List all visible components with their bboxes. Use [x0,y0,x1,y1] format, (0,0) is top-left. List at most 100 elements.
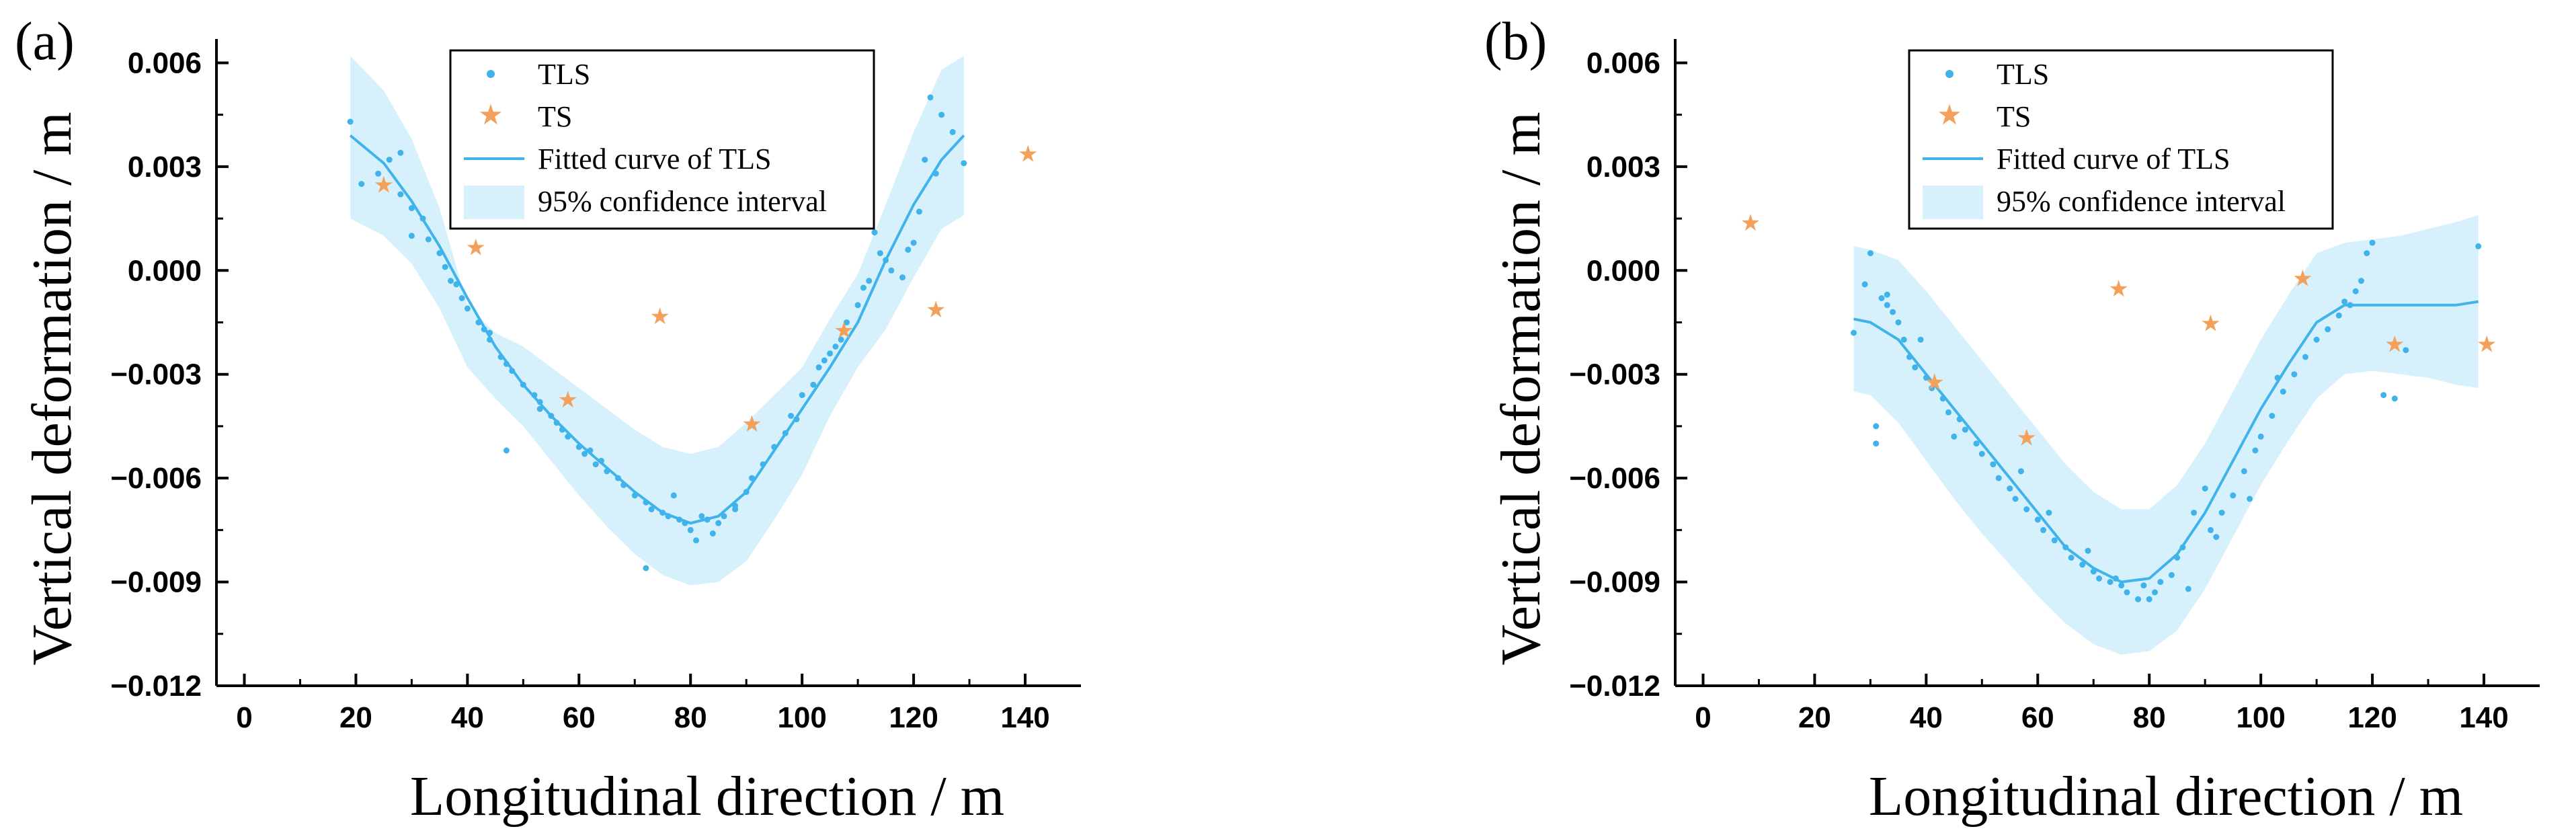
tls-point [2347,302,2353,309]
tls-point [2335,312,2342,319]
x-tick-label: 60 [563,701,596,734]
legend-fit-label: Fitted curve of TLS [538,143,771,175]
tls-point [2023,506,2030,512]
tls-point [497,354,504,360]
tls-point [565,433,571,440]
tls-point [1912,364,1919,370]
ts-point: ★ [2292,266,2312,292]
tls-point [481,326,487,333]
tls-point [749,475,755,481]
x-tick-label: 20 [339,701,372,734]
tls-point [2062,544,2069,551]
tls-point [927,94,934,101]
legend-ci-swatch [464,186,524,219]
tls-point [2140,582,2147,589]
tls-point [1867,250,1874,257]
tls-point [732,502,739,509]
tls-point [949,128,956,135]
tls-point [922,157,928,163]
tls-point [1906,354,1913,360]
tls-point [771,444,778,450]
tls-point [598,457,604,464]
x-tick-label: 80 [674,701,707,734]
x-tick-label: 140 [1000,701,1049,734]
tls-point [487,336,493,343]
tls-point [866,278,873,284]
x-axis-title: Longitudinal direction / m [410,765,1004,828]
tls-point [2146,596,2152,602]
tls-point [2302,354,2308,360]
tls-point [2274,374,2281,381]
tls-point [2341,299,2348,305]
tls-point [704,516,711,523]
tls-point [2247,495,2253,502]
tls-point [721,513,727,520]
tls-point [821,357,828,364]
tls-point [2046,510,2052,516]
tls-point [1951,433,1958,440]
legend-tls-label: TLS [1997,58,2049,91]
tls-point [2241,468,2247,475]
tls-point [743,489,750,495]
ts-point: ★ [2016,424,2036,451]
tls-point [408,205,415,212]
tls-point [2403,347,2409,354]
tls-point [347,118,354,125]
tls-point [419,215,426,222]
tls-point [1861,281,1868,288]
tls-point [2269,413,2276,419]
y-tick-label: 0.000 [128,254,202,287]
tls-point [810,381,817,388]
ts-point: ★ [741,411,762,438]
ts-point: ★ [834,317,854,344]
x-tick-label: 140 [2459,701,2508,734]
tls-point [854,302,861,309]
y-tick-label: 0.000 [1586,254,1660,287]
tls-point [899,274,905,281]
tls-point [536,399,543,405]
ts-point: ★ [2477,331,2497,358]
ts-point: ★ [2384,331,2405,358]
y-tick-label: −0.012 [1569,670,1660,703]
tls-point [687,526,694,533]
tls-point [2391,395,2398,402]
tls-point [436,250,443,257]
legend-tls-marker [487,70,495,78]
tls-point [575,444,582,450]
y-tick-label: −0.009 [110,566,202,599]
confidence-band [350,56,964,586]
tls-point [1962,426,1968,433]
legend-ts-label: TS [538,100,572,133]
tls-point [581,450,588,457]
tls-point [1990,461,1997,468]
legend-tls-marker [1945,70,1954,78]
tls-point [888,267,895,274]
tls-point [799,392,805,399]
legend-ci-label: 95% confidence interval [538,185,827,218]
legend-ts-marker: ★ [478,98,504,131]
tls-point [838,336,844,343]
legend-ts-marker: ★ [1937,98,1962,131]
x-tick-label: 40 [1910,701,1943,734]
ts-point: ★ [466,234,486,261]
tls-point [2118,582,2125,589]
tls-point [1939,395,1946,402]
tls-point [592,461,599,468]
tls-point [2135,596,2142,602]
tls-point [1873,423,1880,430]
tls-point [961,160,967,167]
tls-point [453,281,460,288]
tls-point [2068,555,2075,561]
tls-point [2124,589,2130,596]
tls-point [2040,526,2047,533]
legend-tls-label: TLS [538,58,590,91]
tls-point [487,329,493,336]
legend-ts-label: TS [1997,100,2031,133]
tls-point [676,516,683,523]
ts-point: ★ [374,172,394,199]
tls-point [643,499,649,506]
tls-point [2230,492,2237,499]
tls-point [2174,555,2181,561]
tls-point [1923,374,1929,381]
tls-point [503,360,510,367]
